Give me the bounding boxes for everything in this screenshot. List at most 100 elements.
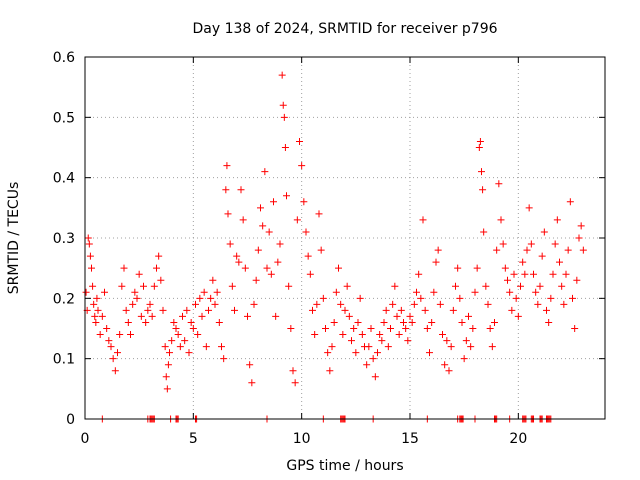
data-point — [393, 312, 401, 320]
data-point — [84, 234, 92, 242]
data-point — [109, 355, 117, 363]
data-point — [339, 331, 347, 339]
data-point — [150, 282, 158, 290]
data-point — [140, 282, 147, 290]
data-point — [265, 228, 273, 236]
data-point — [116, 331, 124, 339]
data-point — [270, 198, 277, 206]
grid-lines — [85, 57, 605, 419]
data-point — [278, 71, 286, 79]
data-point — [237, 186, 245, 194]
data-point — [166, 349, 173, 357]
data-point — [315, 210, 323, 218]
data-point — [137, 312, 145, 320]
data-point — [94, 306, 102, 314]
data-point — [324, 349, 332, 357]
data-point — [118, 282, 126, 290]
x-tick-labels: 0 5 10 15 20 — [81, 431, 528, 447]
data-point — [96, 331, 104, 339]
data-point — [280, 113, 288, 121]
data-point — [153, 264, 160, 272]
data-point — [571, 325, 579, 332]
data-point — [426, 349, 433, 357]
data-point — [187, 318, 195, 326]
data-point — [122, 306, 130, 314]
data-point — [244, 312, 251, 320]
data-point — [200, 288, 208, 296]
data-point — [129, 300, 137, 308]
data-point — [202, 343, 210, 351]
data-point — [575, 234, 583, 242]
data-point — [272, 312, 280, 320]
data-point — [471, 288, 479, 296]
data-point — [306, 270, 314, 278]
data-point — [395, 331, 403, 339]
data-point — [365, 343, 373, 351]
data-point — [543, 306, 550, 314]
data-point — [101, 288, 108, 296]
data-point — [374, 349, 381, 357]
data-point — [194, 331, 202, 339]
data-point — [279, 101, 287, 109]
data-point — [218, 343, 225, 351]
data-point — [369, 355, 377, 363]
data-point — [378, 337, 386, 345]
data-point — [224, 210, 232, 218]
data-point — [293, 216, 301, 224]
data-point — [525, 204, 533, 212]
data-point — [98, 312, 106, 320]
data-point — [209, 276, 217, 284]
data-point — [142, 318, 150, 326]
data-point — [326, 367, 334, 375]
data-point — [497, 216, 505, 224]
y-tick-label: 0.4 — [53, 171, 75, 187]
data-point — [506, 288, 514, 296]
data-point — [332, 288, 340, 296]
data-point — [493, 246, 501, 254]
data-point — [413, 288, 420, 296]
data-point — [179, 312, 186, 320]
data-point — [259, 222, 267, 230]
data-point — [358, 331, 366, 339]
data-point — [345, 312, 353, 320]
data-point — [133, 294, 141, 302]
data-point — [467, 343, 475, 351]
data-point — [482, 282, 490, 290]
data-point — [198, 312, 206, 320]
data-point — [148, 312, 156, 320]
data-point — [534, 300, 542, 308]
data-point — [335, 264, 342, 272]
data-point — [454, 264, 462, 272]
data-point — [263, 264, 271, 272]
data-point — [462, 337, 470, 345]
data-point — [519, 258, 527, 266]
x-tick-label: 15 — [401, 431, 419, 447]
data-point — [135, 270, 143, 278]
data-point — [161, 343, 169, 351]
data-point — [241, 264, 249, 272]
data-point — [573, 276, 581, 284]
data-point — [486, 325, 494, 332]
data-point — [495, 180, 503, 188]
data-point — [285, 282, 293, 290]
data-point — [231, 306, 238, 314]
data-point — [384, 343, 392, 351]
data-point — [408, 318, 416, 326]
data-point — [478, 168, 485, 176]
data-point — [382, 306, 390, 314]
data-point — [391, 282, 399, 290]
data-point — [226, 240, 234, 248]
x-tick-label: 20 — [509, 431, 527, 447]
data-point — [328, 343, 336, 351]
data-point — [330, 318, 338, 326]
data-point — [566, 198, 574, 206]
data-point — [538, 252, 546, 260]
data-point — [85, 240, 93, 248]
data-point — [211, 300, 219, 308]
data-point — [183, 306, 191, 314]
data-point — [228, 282, 236, 290]
data-point — [291, 379, 299, 387]
data-point — [222, 186, 230, 194]
data-point — [553, 216, 561, 224]
data-point — [556, 258, 563, 266]
